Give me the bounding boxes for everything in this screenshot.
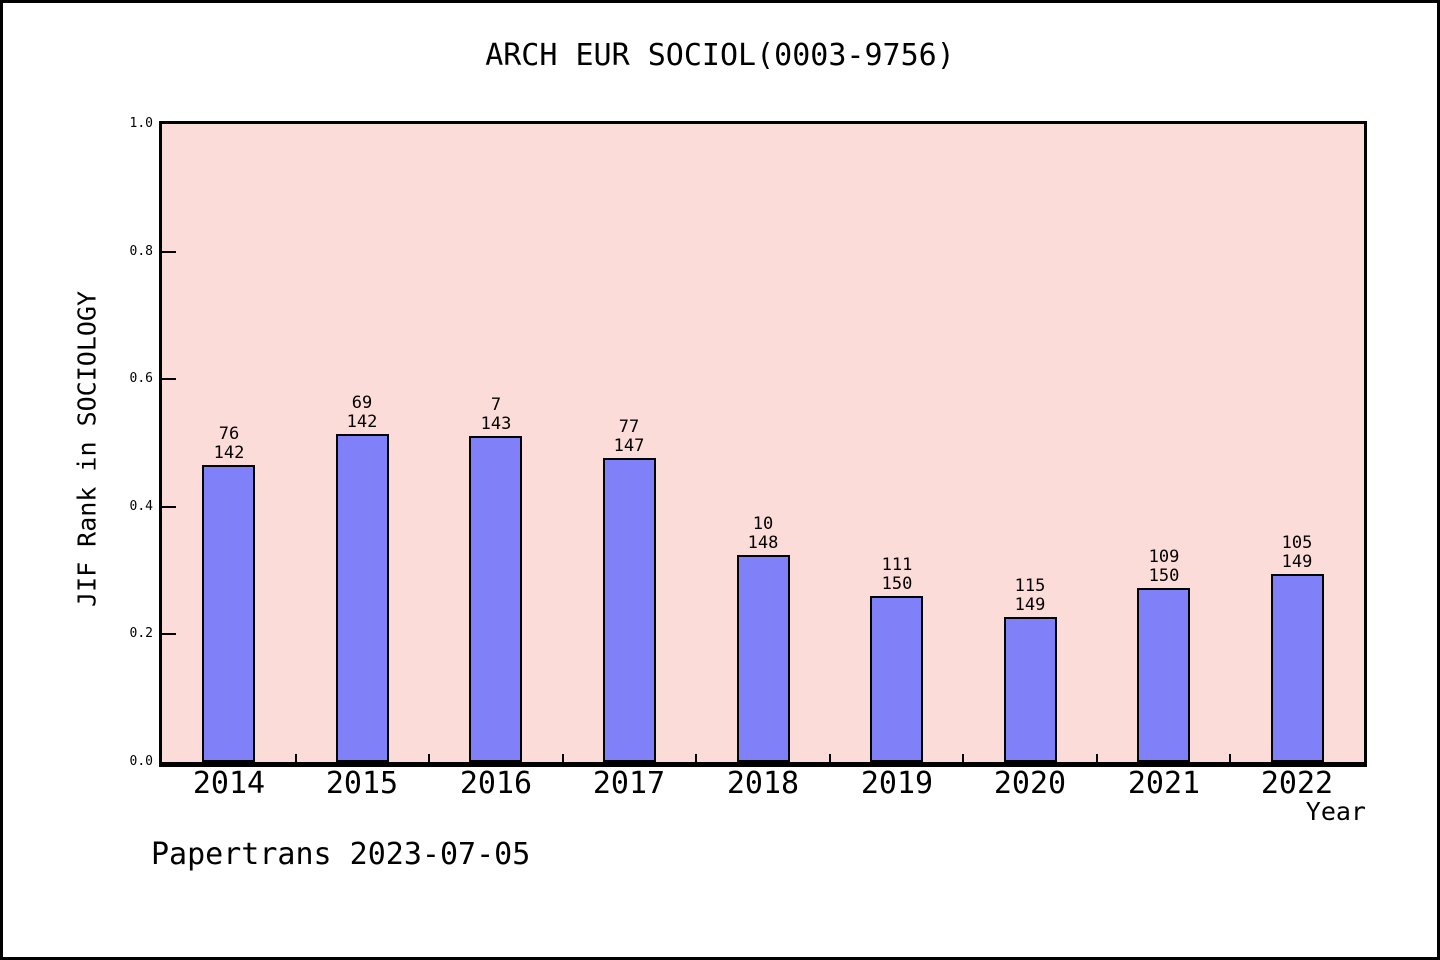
bar-annotation: 109 150 bbox=[1098, 548, 1230, 586]
x-tick-label: 2018 bbox=[726, 766, 800, 801]
y-tick-label: 1.0 bbox=[129, 116, 153, 131]
bar bbox=[870, 596, 923, 762]
y-tick bbox=[162, 251, 176, 253]
x-minor-tick bbox=[962, 754, 964, 762]
x-tick-label: 2016 bbox=[459, 766, 533, 801]
bar bbox=[1004, 617, 1057, 762]
bar-annotation-total: 142 bbox=[213, 443, 245, 463]
x-tick-label: 2022 bbox=[1260, 766, 1334, 801]
x-tick-label: 2014 bbox=[192, 766, 266, 801]
y-tick-label: 0.4 bbox=[129, 499, 153, 514]
x-tick-labels: 2014 2015 2016 2017 2018 2019 2020 2021 2022 bbox=[162, 767, 1364, 807]
y-tick-label: 0.2 bbox=[129, 626, 153, 641]
bar-annotation: 111 150 bbox=[831, 556, 963, 594]
bar-annotation-total: 149 bbox=[1281, 552, 1313, 572]
x-minor-tick bbox=[695, 754, 697, 762]
bar-annotation-rank: 115 bbox=[1014, 576, 1046, 596]
x-minor-tick bbox=[295, 754, 297, 762]
x-minor-tick bbox=[1229, 754, 1231, 762]
y-axis-label: JIF Rank in SOCIOLOGY bbox=[72, 290, 102, 608]
bar-annotation: 10 148 bbox=[697, 515, 829, 553]
bar-annotation-rank: 10 bbox=[752, 514, 774, 534]
x-axis-label: Year bbox=[1305, 797, 1366, 826]
bar-annotation-total: 148 bbox=[747, 533, 779, 553]
bar-annotation: 115 149 bbox=[964, 577, 1096, 615]
bar-annotation-rank: 111 bbox=[881, 555, 913, 575]
bar-annotation-rank: 69 bbox=[351, 393, 373, 413]
bar bbox=[469, 436, 522, 762]
bar-annotation: 7 143 bbox=[430, 396, 562, 434]
x-tick-label: 2021 bbox=[1127, 766, 1201, 801]
x-minor-tick bbox=[1096, 754, 1098, 762]
bar-annotation: 69 142 bbox=[296, 394, 428, 432]
y-tick bbox=[162, 378, 176, 380]
x-minor-tick bbox=[428, 754, 430, 762]
bar-annotation: 105 149 bbox=[1231, 534, 1363, 572]
bar bbox=[603, 458, 656, 762]
x-tick-label: 2020 bbox=[993, 766, 1067, 801]
y-tick-label: 0.8 bbox=[129, 244, 153, 259]
bar-annotation-total: 147 bbox=[613, 436, 645, 456]
x-tick-label: 2019 bbox=[860, 766, 934, 801]
bar-annotation-total: 142 bbox=[346, 412, 378, 432]
bar-annotation-rank: 109 bbox=[1148, 547, 1180, 567]
plot-area: 76 142 69 142 7 143 77 147 10 148 111 150 115 149 109 1… bbox=[159, 121, 1367, 767]
x-tick-label: 2015 bbox=[325, 766, 399, 801]
bar-annotation-total: 149 bbox=[1014, 595, 1046, 615]
x-tick-label: 2017 bbox=[592, 766, 666, 801]
chart-title: ARCH EUR SOCIOL(0003-9756) bbox=[485, 38, 955, 73]
x-minor-tick bbox=[562, 754, 564, 762]
bar-annotation-rank: 77 bbox=[618, 417, 640, 437]
bar-annotation: 76 142 bbox=[163, 425, 295, 463]
bar bbox=[737, 555, 790, 762]
bar bbox=[336, 434, 389, 762]
bar bbox=[202, 465, 255, 762]
bar-annotation-rank: 105 bbox=[1281, 533, 1313, 553]
bar-annotation: 77 147 bbox=[563, 418, 695, 456]
bar-annotation-total: 150 bbox=[881, 574, 913, 594]
y-tick-label: 0.0 bbox=[129, 754, 153, 769]
bar-annotation-rank: 7 bbox=[490, 395, 502, 415]
y-tick bbox=[162, 633, 176, 635]
bar-annotation-total: 143 bbox=[480, 414, 512, 434]
bar-annotation-rank: 76 bbox=[218, 424, 240, 444]
y-tick-label: 0.6 bbox=[129, 371, 153, 386]
bar-annotation-total: 150 bbox=[1148, 566, 1180, 586]
x-minor-tick bbox=[829, 754, 831, 762]
y-tick bbox=[162, 506, 176, 508]
footer-watermark: Papertrans 2023-07-05 bbox=[151, 837, 531, 872]
bar bbox=[1271, 574, 1324, 762]
bar bbox=[1137, 588, 1190, 762]
